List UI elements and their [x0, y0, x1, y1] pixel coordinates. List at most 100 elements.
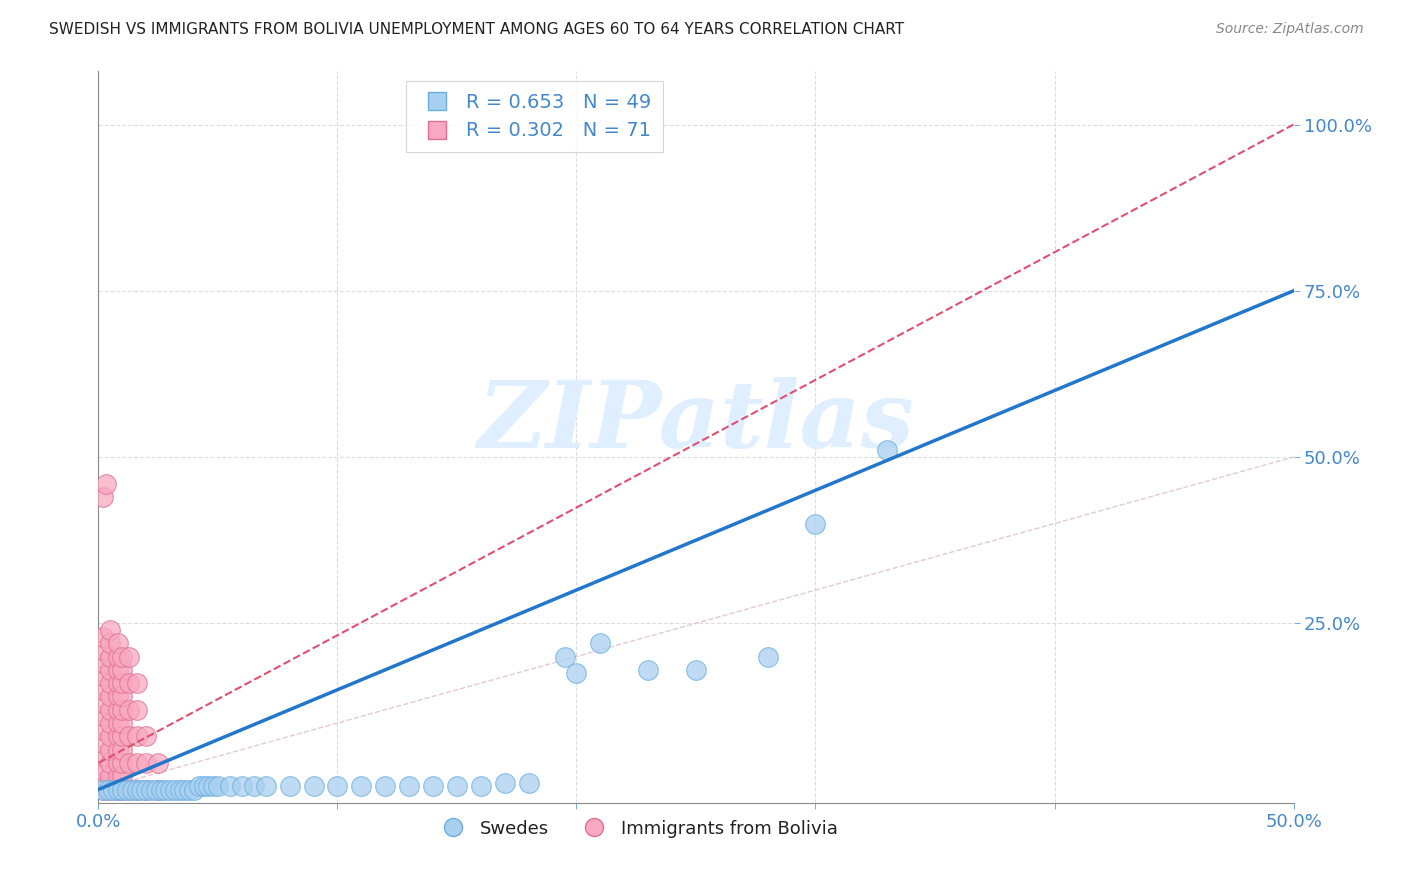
- Point: [91, 749, 114, 764]
- Point: [107, 769, 129, 783]
- Point: [197, 779, 219, 793]
- Point: [326, 779, 349, 793]
- Point: [589, 636, 612, 650]
- Point: [125, 676, 148, 690]
- Point: [107, 756, 129, 770]
- Point: [91, 656, 114, 670]
- Point: [565, 666, 588, 681]
- Point: [254, 779, 277, 793]
- Point: [135, 756, 157, 770]
- Point: [145, 782, 167, 797]
- Point: [111, 676, 134, 690]
- Point: [207, 779, 229, 793]
- Point: [111, 769, 134, 783]
- Point: [101, 782, 124, 797]
- Point: [98, 623, 122, 637]
- Point: [131, 782, 153, 797]
- Point: [494, 776, 516, 790]
- Point: [159, 782, 181, 797]
- Point: [125, 703, 148, 717]
- Point: [135, 729, 157, 743]
- Point: [173, 782, 195, 797]
- Point: [107, 729, 129, 743]
- Point: [91, 736, 114, 750]
- Point: [148, 782, 170, 797]
- Point: [115, 782, 138, 797]
- Point: [98, 716, 122, 731]
- Point: [91, 682, 114, 697]
- Point: [804, 516, 827, 531]
- Point: [125, 782, 148, 797]
- Point: [98, 703, 122, 717]
- Point: [118, 703, 141, 717]
- Point: [107, 782, 129, 797]
- Point: [125, 729, 148, 743]
- Text: Source: ZipAtlas.com: Source: ZipAtlas.com: [1216, 22, 1364, 37]
- Point: [374, 779, 396, 793]
- Point: [118, 649, 141, 664]
- Point: [517, 776, 540, 790]
- Point: [169, 782, 191, 797]
- Point: [470, 779, 492, 793]
- Point: [91, 776, 114, 790]
- Point: [111, 782, 134, 797]
- Point: [350, 779, 373, 793]
- Point: [163, 782, 186, 797]
- Point: [187, 779, 209, 793]
- Point: [118, 729, 141, 743]
- Point: [111, 729, 134, 743]
- Point: [98, 742, 122, 756]
- Point: [231, 779, 253, 793]
- Point: [91, 709, 114, 723]
- Point: [876, 443, 898, 458]
- Point: [219, 779, 242, 793]
- Point: [121, 782, 143, 797]
- Point: [111, 663, 134, 677]
- Point: [756, 649, 779, 664]
- Point: [193, 779, 215, 793]
- Point: [107, 742, 129, 756]
- Point: [446, 779, 468, 793]
- Point: [107, 703, 129, 717]
- Point: [91, 696, 114, 710]
- Point: [91, 782, 114, 797]
- Point: [98, 676, 122, 690]
- Legend: Swedes, Immigrants from Bolivia: Swedes, Immigrants from Bolivia: [427, 813, 845, 845]
- Point: [98, 649, 122, 664]
- Point: [98, 729, 122, 743]
- Point: [148, 756, 170, 770]
- Point: [91, 763, 114, 777]
- Point: [243, 779, 266, 793]
- Point: [422, 779, 444, 793]
- Point: [91, 782, 114, 797]
- Point: [107, 716, 129, 731]
- Point: [91, 630, 114, 644]
- Point: [125, 756, 148, 770]
- Text: ZIPatlas: ZIPatlas: [478, 377, 914, 467]
- Point: [111, 716, 134, 731]
- Point: [111, 649, 134, 664]
- Point: [107, 636, 129, 650]
- Point: [91, 669, 114, 683]
- Point: [139, 782, 162, 797]
- Point: [111, 756, 134, 770]
- Point: [91, 643, 114, 657]
- Text: SWEDISH VS IMMIGRANTS FROM BOLIVIA UNEMPLOYMENT AMONG AGES 60 TO 64 YEARS CORREL: SWEDISH VS IMMIGRANTS FROM BOLIVIA UNEMP…: [49, 22, 904, 37]
- Point: [98, 690, 122, 704]
- Point: [98, 663, 122, 677]
- Point: [135, 782, 157, 797]
- Point: [97, 782, 120, 797]
- Point: [111, 690, 134, 704]
- Point: [155, 782, 177, 797]
- Point: [554, 649, 576, 664]
- Point: [91, 723, 114, 737]
- Point: [149, 782, 172, 797]
- Point: [125, 782, 148, 797]
- Point: [183, 782, 205, 797]
- Point: [111, 742, 134, 756]
- Point: [98, 756, 122, 770]
- Point: [278, 779, 301, 793]
- Point: [107, 782, 129, 797]
- Point: [118, 676, 141, 690]
- Point: [637, 663, 659, 677]
